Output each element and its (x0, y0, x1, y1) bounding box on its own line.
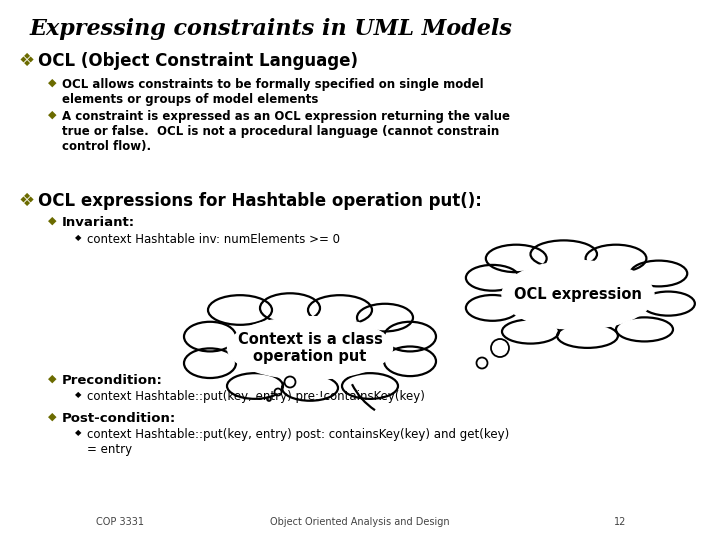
Text: OCL expressions for Hashtable operation put():: OCL expressions for Hashtable operation … (38, 192, 482, 210)
Ellipse shape (502, 261, 654, 329)
Text: ◆: ◆ (75, 390, 81, 399)
Ellipse shape (228, 316, 392, 379)
Text: ◆: ◆ (48, 78, 56, 88)
Ellipse shape (557, 324, 618, 348)
Ellipse shape (486, 245, 546, 272)
Text: Context is a class
operation put: Context is a class operation put (238, 332, 382, 364)
Text: OCL allows constraints to be formally specified on single model
elements or grou: OCL allows constraints to be formally sp… (62, 78, 484, 106)
Text: OCL expression: OCL expression (514, 287, 642, 302)
Ellipse shape (357, 304, 413, 332)
Ellipse shape (184, 348, 236, 378)
Circle shape (274, 388, 282, 395)
Ellipse shape (483, 252, 673, 338)
Ellipse shape (531, 240, 597, 268)
Text: ❖: ❖ (18, 52, 34, 70)
Text: ◆: ◆ (48, 110, 56, 120)
Ellipse shape (282, 375, 338, 401)
Circle shape (267, 397, 271, 401)
Text: COP 3331: COP 3331 (96, 517, 144, 527)
Ellipse shape (585, 245, 647, 272)
Text: context Hashtable::put(key, entry) post: containsKey(key) and get(key)
= entry: context Hashtable::put(key, entry) post:… (87, 428, 509, 456)
Ellipse shape (384, 322, 436, 352)
Ellipse shape (466, 295, 519, 321)
Text: ◆: ◆ (75, 428, 81, 437)
Ellipse shape (184, 322, 236, 352)
Text: ◆: ◆ (48, 216, 56, 226)
Ellipse shape (642, 292, 695, 316)
Ellipse shape (630, 261, 688, 286)
Ellipse shape (384, 347, 436, 376)
Ellipse shape (342, 373, 398, 399)
Ellipse shape (260, 293, 320, 323)
Text: A constraint is expressed as an OCL expression returning the value
true or false: A constraint is expressed as an OCL expr… (62, 110, 510, 153)
Text: Precondition:: Precondition: (62, 374, 163, 387)
Ellipse shape (210, 306, 410, 390)
Text: ◆: ◆ (48, 412, 56, 422)
Text: context Hashtable::put(key, entry) pre:!containsKey(key): context Hashtable::put(key, entry) pre:!… (87, 390, 425, 403)
Text: OCL (Object Constraint Language): OCL (Object Constraint Language) (38, 52, 358, 70)
Text: 12: 12 (614, 517, 626, 527)
Ellipse shape (466, 265, 519, 291)
Text: Expressing constraints in UML Models: Expressing constraints in UML Models (30, 18, 513, 40)
Ellipse shape (616, 318, 673, 341)
Text: Object Oriented Analysis and Design: Object Oriented Analysis and Design (270, 517, 450, 527)
Text: context Hashtable inv: numElements >= 0: context Hashtable inv: numElements >= 0 (87, 233, 340, 246)
Ellipse shape (308, 295, 372, 325)
Circle shape (477, 357, 487, 368)
Ellipse shape (227, 373, 283, 399)
Text: ◆: ◆ (75, 233, 81, 242)
Circle shape (284, 376, 295, 388)
Text: ❖: ❖ (18, 192, 34, 210)
Text: Invariant:: Invariant: (62, 216, 135, 229)
Ellipse shape (208, 295, 272, 325)
Text: ◆: ◆ (48, 374, 56, 384)
Circle shape (491, 339, 509, 357)
Ellipse shape (502, 320, 559, 343)
Text: Post-condition:: Post-condition: (62, 412, 176, 425)
